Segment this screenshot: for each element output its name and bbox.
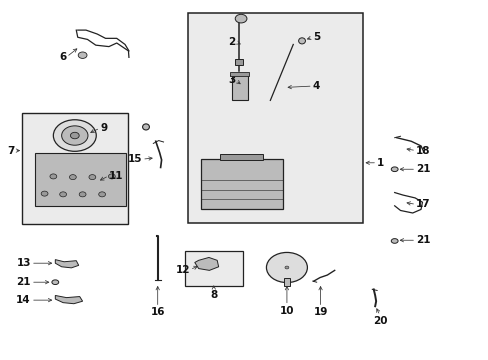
Text: 14: 14 (16, 295, 31, 305)
Text: 8: 8 (210, 291, 217, 301)
Polygon shape (55, 260, 79, 268)
Text: 2: 2 (228, 37, 235, 47)
Bar (234, 59, 243, 65)
Circle shape (78, 52, 87, 58)
Bar (185, 251, 243, 286)
Circle shape (285, 266, 288, 269)
Bar (200, 159, 282, 209)
Ellipse shape (298, 38, 305, 44)
Text: 11: 11 (109, 171, 123, 181)
Ellipse shape (142, 124, 149, 130)
Circle shape (266, 252, 307, 283)
Circle shape (53, 120, 96, 151)
Bar (230, 72, 249, 76)
Text: 21: 21 (17, 277, 31, 287)
Text: 3: 3 (228, 75, 235, 85)
Circle shape (69, 175, 76, 180)
Text: 7: 7 (7, 145, 14, 156)
Text: 21: 21 (415, 235, 430, 245)
Text: 16: 16 (150, 307, 164, 317)
Circle shape (235, 14, 246, 23)
Text: 5: 5 (312, 32, 319, 42)
Bar (284, 278, 289, 286)
Circle shape (41, 191, 48, 196)
Ellipse shape (390, 239, 397, 243)
Polygon shape (55, 296, 82, 304)
Bar (231, 75, 247, 100)
Bar (187, 13, 362, 223)
Text: 13: 13 (17, 258, 31, 268)
Text: 21: 21 (415, 164, 430, 174)
Circle shape (79, 192, 86, 197)
Circle shape (61, 126, 88, 145)
Text: 6: 6 (59, 52, 66, 62)
Circle shape (108, 174, 115, 179)
Polygon shape (194, 257, 218, 270)
Text: 19: 19 (313, 307, 327, 317)
Ellipse shape (390, 167, 397, 172)
Circle shape (60, 192, 66, 197)
Text: 1: 1 (376, 158, 384, 168)
Bar (35, 153, 126, 206)
Bar (22, 113, 128, 224)
Ellipse shape (52, 280, 59, 284)
Bar (220, 154, 263, 160)
Text: 10: 10 (279, 306, 294, 315)
Text: 20: 20 (372, 316, 386, 325)
Text: 15: 15 (127, 154, 142, 164)
Text: 9: 9 (100, 123, 107, 133)
Text: 18: 18 (415, 145, 430, 156)
Circle shape (50, 174, 57, 179)
Text: 4: 4 (312, 81, 320, 91)
Circle shape (70, 132, 79, 139)
Circle shape (99, 192, 105, 197)
Text: 12: 12 (175, 265, 189, 275)
Circle shape (89, 175, 96, 180)
Text: 17: 17 (415, 199, 430, 210)
